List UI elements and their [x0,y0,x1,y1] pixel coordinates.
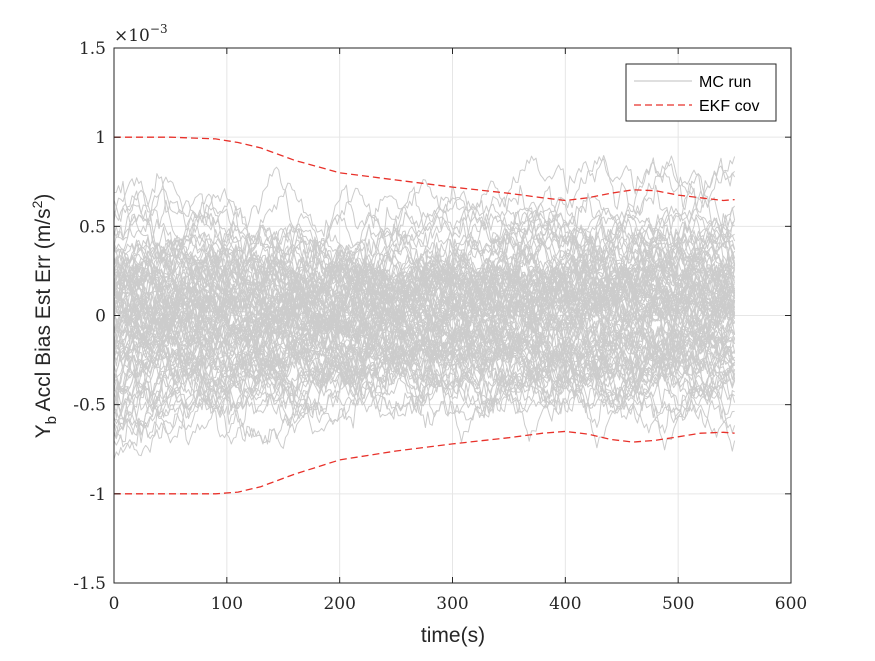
legend: MC run EKF cov [625,63,777,122]
ekf-cov-upper-line [114,136,735,202]
x-tick-label: 500 [662,594,694,614]
ekf-cov-lower-line [114,430,735,495]
mc-runs-layer [113,155,736,460]
mc-run-line [113,253,736,379]
y-exponent-base: ×10 [114,26,150,46]
mc-run-line [113,294,736,445]
x-tick-label: 100 [211,594,243,614]
y-axis-label-sub: b [43,416,60,424]
legend-ekf-cov-label: EKF cov [699,98,759,115]
mc-run-line [113,200,736,328]
x-tick-label: 400 [549,594,581,614]
mc-run-line [113,257,735,418]
x-tick-label: 0 [109,594,120,614]
y-axis-label: Yb Accl Bias Est Err (m/s2) [29,194,60,439]
legend-box [625,63,777,122]
mc-run-line [113,239,736,434]
x-tick-label: 600 [775,594,807,614]
x-axis-label: time(s) [421,624,485,647]
y-exponent-label: ×10−3 [114,22,168,46]
mc-run-line [113,261,735,435]
mc-run-line [113,268,735,422]
mc-run-line [113,229,735,388]
y-axis-label-rest: Accl Bias Est Err (m/s [32,208,55,416]
y-tick-label: 0 [95,307,106,327]
mc-run-line [113,250,735,424]
y-tick-label: 1.5 [79,39,106,59]
y-tick-label: 0.5 [79,217,106,237]
mc-run-line [113,217,736,340]
legend-mc-run-label: MC run [699,74,751,91]
ekf-cov-layer [114,136,735,495]
y-exponent-power: −3 [150,22,168,36]
y-tick-label: -1.5 [73,574,106,594]
y-axis-label-close: ) [32,194,55,201]
y-axis-label-sup: 2 [29,200,45,208]
mc-run-line [113,236,736,417]
mc-run-line [113,288,736,443]
y-tick-label: -0.5 [73,396,106,416]
mc-run-line [113,221,736,377]
y-tick-label: -1 [89,485,106,505]
mc-run-line [113,199,736,362]
y-tick-label: 1 [95,128,106,148]
ticks-layer: 0 100 200 300 400 500 600 -1.5 -1 -0.5 0 0.5 1 1.5 [73,39,807,614]
mc-run-line [113,177,736,322]
mc-run-line [113,173,736,324]
mc-run-line [113,176,736,391]
mc-run-line [113,331,736,426]
mc-run-line [113,248,735,412]
x-tick-label: 200 [323,594,355,614]
mc-run-line [113,166,736,332]
mc-run-line [113,182,736,347]
y-axis-label-main: Y [32,424,55,438]
x-tick-label: 300 [436,594,468,614]
